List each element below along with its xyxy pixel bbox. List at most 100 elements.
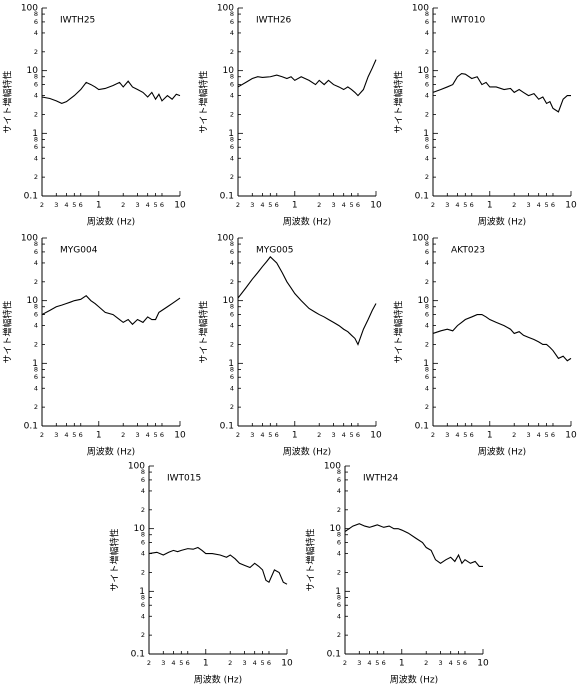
x-tick-label: 5 [463, 431, 467, 439]
y-tick-label: 6 [230, 373, 234, 381]
y-tick-label: 8 [230, 10, 234, 18]
x-tick-label: 1 [96, 431, 102, 441]
x-tick-label: 2 [236, 431, 240, 439]
x-tick-label: 6 [470, 201, 474, 209]
x-axis-label: 周波数 (Hz) [478, 216, 526, 228]
y-axis-label: サイト増幅特性 [198, 70, 210, 133]
y-tick-label: 6 [34, 373, 38, 381]
y-tick-label: 8 [425, 73, 429, 81]
x-tick-label: 2 [40, 431, 44, 439]
x-tick-label: 3 [331, 431, 335, 439]
y-tick-label: 6 [141, 601, 145, 609]
x-tick-label: 2 [121, 201, 125, 209]
y-tick-label: 2 [337, 506, 341, 514]
y-tick-label: 100 [21, 234, 38, 244]
y-tick-label: 4 [230, 259, 234, 267]
y-tick-label: 6 [34, 81, 38, 89]
x-tick-label: 4 [260, 201, 264, 209]
x-tick-label: 6 [275, 431, 279, 439]
x-tick-label: 6 [267, 659, 271, 667]
y-tick-label: 4 [34, 154, 38, 162]
x-tick-label: 6 [186, 659, 190, 667]
x-tick-label: 2 [236, 201, 240, 209]
x-tick-label: 3 [161, 659, 165, 667]
y-tick-label: 2 [425, 110, 429, 118]
x-tick-label: 6 [356, 201, 360, 209]
x-tick-label: 3 [250, 431, 254, 439]
y-tick-label: 10 [418, 66, 430, 76]
panel-title: MYG005 [256, 246, 293, 256]
y-axis-label: サイト増幅特性 [109, 528, 121, 591]
y-tick-label: 1 [32, 359, 38, 369]
y-tick-label: 8 [230, 135, 234, 143]
y-tick-label: 2 [230, 278, 234, 286]
x-tick-label: 3 [357, 659, 361, 667]
x-tick-label: 1 [203, 659, 209, 669]
x-tick-label: 10 [174, 201, 186, 211]
x-tick-label: 4 [367, 659, 371, 667]
x-tick-label: 5 [544, 431, 548, 439]
y-tick-label: 100 [128, 462, 145, 472]
x-tick-label: 5 [179, 659, 183, 667]
x-tick-label: 4 [260, 431, 264, 439]
y-tick-label: 6 [230, 248, 234, 256]
x-tick-label: 10 [370, 431, 382, 441]
x-tick-label: 2 [121, 431, 125, 439]
y-tick-label: 8 [425, 135, 429, 143]
x-tick-label: 2 [147, 659, 151, 667]
x-tick-label: 5 [268, 431, 272, 439]
x-tick-label: 4 [64, 201, 68, 209]
y-tick-label: 6 [337, 539, 341, 547]
y-tick-label: 2 [337, 568, 341, 576]
x-tick-label: 5 [375, 659, 379, 667]
x-tick-label: 10 [565, 431, 577, 441]
y-tick-label: 8 [34, 135, 38, 143]
y-tick-label: 6 [141, 476, 145, 484]
y-tick-label: 8 [425, 10, 429, 18]
y-tick-label: 8 [141, 468, 145, 476]
x-tick-label: 1 [292, 431, 298, 441]
x-tick-label: 6 [160, 431, 164, 439]
x-tick-label: 1 [399, 659, 405, 669]
x-tick-label: 10 [370, 201, 382, 211]
y-tick-label: 6 [34, 248, 38, 256]
panel-title: IWTH25 [60, 16, 95, 26]
y-tick-label: 1 [335, 587, 341, 597]
x-axis-label: 周波数 (Hz) [283, 216, 331, 228]
y-tick-label: 0.1 [24, 192, 38, 202]
data-line [344, 523, 483, 567]
x-tick-label: 3 [54, 201, 58, 209]
data-line [237, 59, 377, 97]
x-tick-label: 4 [537, 431, 541, 439]
x-tick-label: 6 [79, 201, 83, 209]
x-tick-label: 2 [512, 431, 516, 439]
y-tick-label: 4 [34, 29, 38, 37]
x-tick-label: 3 [242, 659, 246, 667]
x-tick-label: 5 [153, 431, 157, 439]
x-tick-label: 1 [96, 201, 102, 211]
y-tick-label: 2 [34, 110, 38, 118]
y-tick-label: 100 [217, 234, 234, 244]
y-tick-label: 1 [423, 129, 429, 139]
x-tick-label: 3 [438, 659, 442, 667]
y-tick-label: 2 [425, 340, 429, 348]
y-tick-label: 2 [141, 568, 145, 576]
x-tick-label: 2 [317, 431, 321, 439]
x-tick-label: 4 [537, 201, 541, 209]
y-tick-label: 2 [34, 278, 38, 286]
x-axis-label: 周波数 (Hz) [87, 446, 135, 458]
y-tick-label: 8 [34, 303, 38, 311]
y-tick-label: 100 [412, 234, 429, 244]
y-axis-label: サイト増幅特性 [2, 70, 14, 133]
x-tick-label: 6 [382, 659, 386, 667]
y-tick-label: 0.1 [131, 650, 145, 660]
x-tick-label: 6 [551, 201, 555, 209]
x-tick-label: 3 [526, 431, 530, 439]
y-tick-label: 6 [34, 18, 38, 26]
y-tick-label: 0.1 [415, 422, 429, 432]
y-tick-label: 6 [230, 311, 234, 319]
y-tick-label: 8 [230, 365, 234, 373]
y-tick-label: 4 [34, 92, 38, 100]
y-tick-label: 8 [230, 73, 234, 81]
